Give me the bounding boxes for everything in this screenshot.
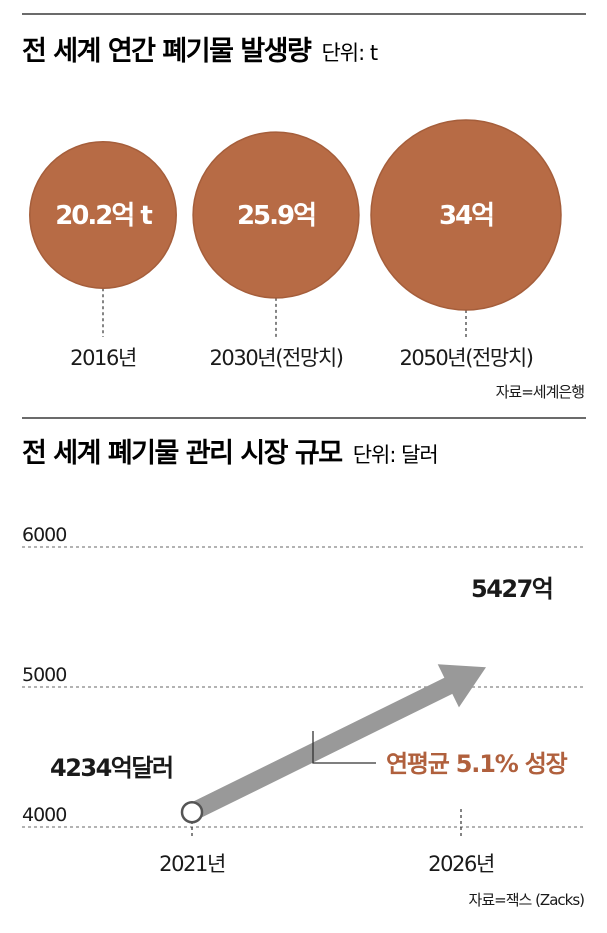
market-chart-source: 자료=잭스 (Zacks) (469, 891, 585, 909)
bubble-value-label: 34억 (439, 201, 493, 231)
bubble (192, 131, 360, 299)
y-tick-label: 6000 (22, 524, 66, 546)
growth-arrow (188, 664, 487, 821)
bubble-group: 20.2억 t 2016년 25.9억 2030년(전망치) 34억 2050년(전망치) (29, 119, 562, 370)
y-tick-label: 5000 (22, 664, 66, 686)
end-value-label: 5427억 (471, 575, 552, 603)
start-value-label: 4234억달러 (50, 754, 173, 782)
market-grid: 4000 5000 6000 (22, 524, 586, 828)
bubble-year-label: 2030년(전망치) (209, 346, 342, 370)
y-tick-label: 4000 (22, 804, 66, 826)
bubble-value-label: 25.9억 (237, 201, 315, 231)
bubble-value-label: 20.2억 t (55, 201, 152, 231)
waste-chart-title: 전 세계 연간 폐기물 발생량 단위: t (22, 36, 378, 67)
growth-annotation: 연평균 5.1% 성장 (386, 750, 568, 778)
waste-chart-source: 자료=세계은행 (496, 383, 585, 401)
start-point-marker (180, 800, 204, 824)
annotation-leader (312, 731, 376, 764)
market-chart-title: 전 세계 폐기물 관리 시장 규모 단위: 달러 (22, 438, 438, 469)
bubble (370, 119, 562, 311)
x-tick-label: 2026년 (428, 852, 494, 876)
bubble-year-label: 2050년(전망치) (399, 346, 532, 370)
x-tick-label: 2021년 (159, 852, 225, 876)
bubble (29, 141, 177, 289)
bubble-year-label: 2016년 (70, 346, 136, 370)
